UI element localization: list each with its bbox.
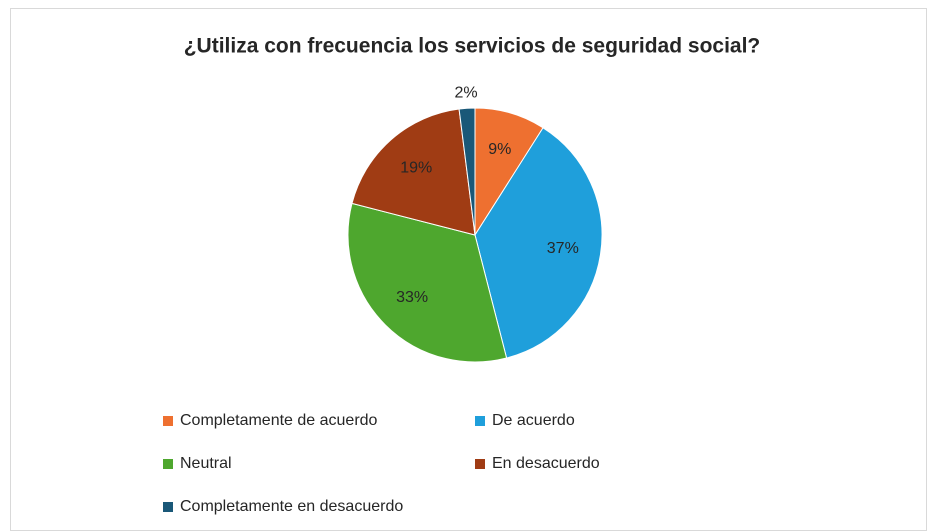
pie-slice [474, 127, 603, 359]
legend-swatch [475, 459, 485, 469]
pie-slice [458, 107, 476, 236]
legend-label: Completamente de acuerdo [180, 412, 378, 429]
data-label: 33% [396, 289, 428, 306]
chart-title: ¿Utiliza con frecuencia los servicios de… [184, 35, 761, 58]
legend-swatch [163, 502, 173, 512]
legend-swatch [163, 416, 173, 426]
data-label: 19% [400, 160, 432, 177]
legend-swatch [163, 459, 173, 469]
pie-slice [351, 108, 476, 236]
pie-slice [347, 202, 508, 363]
data-label: 37% [547, 240, 579, 257]
legend-label: Completamente en desacuerdo [180, 498, 403, 515]
data-label: 9% [488, 141, 511, 158]
data-label: 2% [455, 84, 478, 101]
legend-label: En desacuerdo [492, 455, 600, 472]
legend-label: De acuerdo [492, 412, 575, 429]
legend-swatch [475, 416, 485, 426]
legend-label: Neutral [180, 455, 232, 472]
